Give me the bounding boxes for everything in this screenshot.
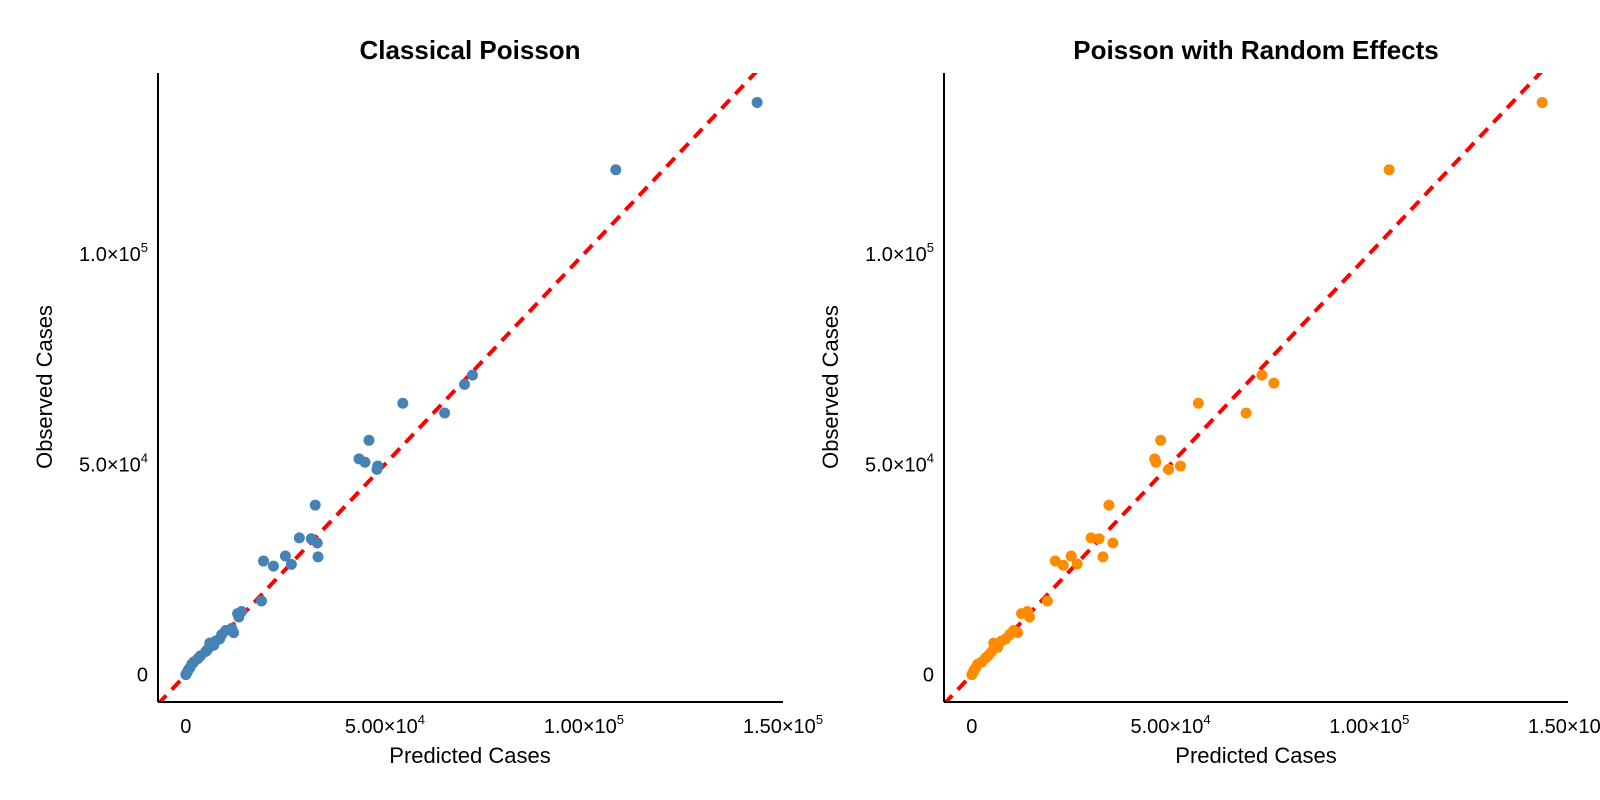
chart-title: Classical Poisson bbox=[359, 35, 580, 65]
data-point bbox=[359, 456, 371, 468]
data-point bbox=[311, 537, 323, 549]
x-tick-label: 1.00×105 bbox=[1329, 712, 1409, 738]
data-point bbox=[1174, 460, 1186, 472]
data-point bbox=[279, 550, 291, 562]
data-point bbox=[309, 499, 321, 511]
y-tick-label: 0 bbox=[923, 665, 934, 687]
y-axis-label: Observed Cases bbox=[818, 305, 843, 469]
y-tick-label: 5.0×104 bbox=[865, 450, 934, 476]
data-point bbox=[1192, 397, 1204, 409]
y-tick-label: 0 bbox=[137, 665, 148, 687]
points-layer bbox=[966, 96, 1548, 681]
data-point bbox=[466, 369, 478, 381]
data-point bbox=[312, 551, 324, 563]
panel-classical-poisson: Classical Poisson 0 5.00×104 1.00×105 1.50×… bbox=[32, 35, 823, 768]
x-tick-label: 5.00×104 bbox=[345, 712, 425, 738]
data-point bbox=[751, 96, 763, 108]
data-point bbox=[293, 532, 305, 544]
reference-layer bbox=[158, 73, 758, 702]
x-tick-labels: 0 5.00×104 1.00×105 1.50×105 bbox=[180, 712, 823, 738]
data-point bbox=[267, 560, 279, 572]
data-point bbox=[285, 558, 297, 570]
data-point bbox=[363, 434, 375, 446]
y-tick-label: 1.0×105 bbox=[865, 240, 934, 266]
panel-random-effects: Poisson with Random Effects 0 5.00×104 1.0… bbox=[818, 35, 1600, 768]
data-point bbox=[228, 627, 240, 639]
plot-area bbox=[944, 73, 1548, 702]
data-point bbox=[1268, 377, 1280, 389]
y-tick-labels: 0 5.0×104 1.0×105 bbox=[865, 240, 934, 687]
data-point bbox=[1103, 499, 1115, 511]
x-tick-labels: 0 5.00×104 1.00×105 1.50×105 bbox=[966, 712, 1600, 738]
plot-area bbox=[158, 73, 763, 702]
data-point bbox=[372, 460, 384, 472]
data-point bbox=[256, 595, 268, 607]
data-point bbox=[1057, 559, 1069, 571]
data-point bbox=[1155, 434, 1167, 446]
data-point bbox=[1071, 558, 1083, 570]
data-point bbox=[610, 164, 622, 176]
data-point bbox=[1107, 537, 1119, 549]
x-tick-label: 0 bbox=[180, 716, 191, 738]
data-point bbox=[1536, 96, 1548, 108]
x-axis-label: Predicted Cases bbox=[389, 743, 550, 768]
reference-layer bbox=[944, 73, 1543, 702]
data-point bbox=[439, 407, 451, 419]
data-point bbox=[1012, 627, 1024, 639]
x-axis-label: Predicted Cases bbox=[1175, 743, 1336, 768]
data-point bbox=[459, 378, 471, 390]
y-tick-label: 1.0×105 bbox=[79, 240, 148, 266]
data-point bbox=[1041, 595, 1053, 607]
y-tick-labels: 0 5.0×104 1.0×105 bbox=[79, 240, 148, 687]
data-point bbox=[1065, 550, 1077, 562]
chart-title: Poisson with Random Effects bbox=[1073, 35, 1439, 65]
reference-line-y-equals-x bbox=[158, 73, 758, 702]
data-point bbox=[397, 397, 409, 409]
points-layer bbox=[180, 96, 763, 681]
data-point bbox=[1383, 164, 1395, 176]
data-point bbox=[1085, 532, 1097, 544]
data-point bbox=[1097, 551, 1109, 563]
data-point bbox=[1240, 407, 1252, 419]
data-point bbox=[1256, 369, 1268, 381]
x-tick-label: 5.00×104 bbox=[1131, 712, 1211, 738]
y-tick-label: 5.0×104 bbox=[79, 450, 148, 476]
data-point bbox=[257, 555, 269, 567]
data-point bbox=[236, 606, 248, 618]
y-axis-label: Observed Cases bbox=[32, 305, 57, 469]
data-point bbox=[1093, 533, 1105, 545]
data-point bbox=[1163, 463, 1175, 475]
data-point bbox=[1023, 611, 1035, 623]
x-tick-label: 1.50×105 bbox=[1528, 712, 1600, 738]
data-point bbox=[1150, 456, 1162, 468]
x-tick-label: 0 bbox=[966, 716, 977, 738]
x-tick-label: 1.00×105 bbox=[544, 712, 624, 738]
reference-line-y-equals-x bbox=[944, 73, 1543, 702]
x-tick-label: 1.50×105 bbox=[743, 712, 823, 738]
